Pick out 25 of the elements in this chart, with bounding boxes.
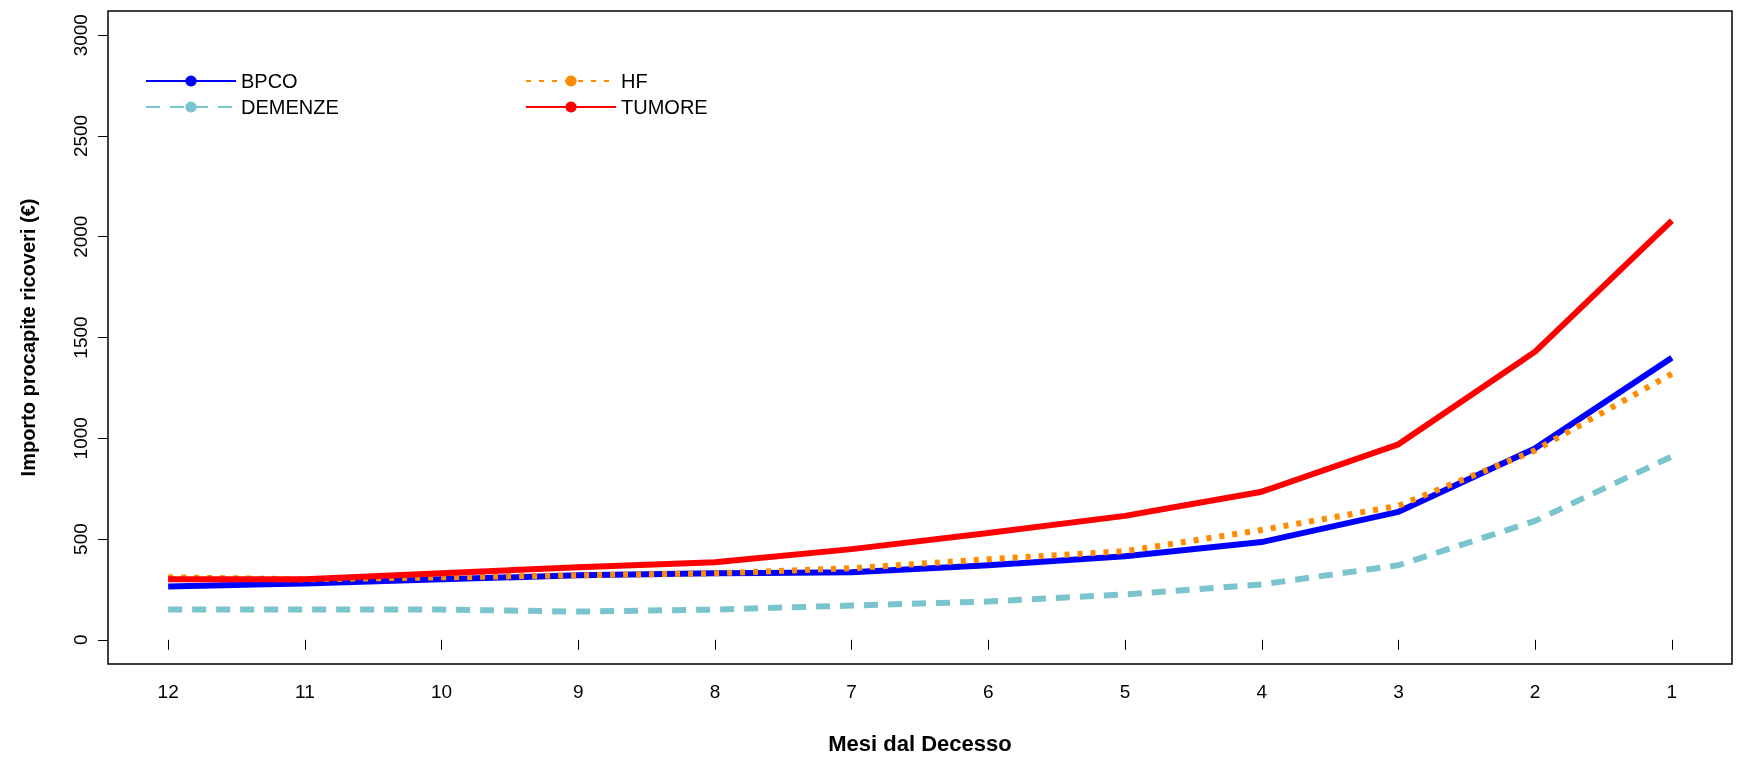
y-tick-label: 1500	[70, 316, 91, 359]
y-tick-label: 1000	[70, 417, 91, 460]
x-axis-title: Mesi dal Decesso	[828, 730, 1012, 756]
x-tick-label: 1	[1666, 681, 1678, 702]
x-tick-label: 6	[983, 681, 994, 702]
x-tick-label: 12	[157, 681, 179, 702]
x-tick-label: 3	[1393, 681, 1404, 702]
legend-label: BPCO	[241, 70, 298, 92]
x-tick-label: 11	[294, 681, 315, 702]
x-tick-label: 10	[430, 681, 453, 702]
y-tick-label: 2500	[70, 114, 91, 158]
y-tick-label: 3000	[70, 14, 91, 57]
y-tick-label: 0	[70, 634, 91, 646]
x-tick-label: 4	[1256, 681, 1268, 702]
x-tick-label: 9	[572, 681, 584, 702]
x-tick-label: 2	[1529, 681, 1541, 702]
legend-label: HF	[621, 70, 648, 92]
x-tick-label: 8	[709, 681, 721, 702]
legend-label: TUMORE	[621, 96, 708, 118]
y-axis-title: Importo procapite ricoveri (€)	[17, 198, 39, 477]
y-tick-label: 500	[70, 523, 91, 555]
x-tick-label: 7	[846, 681, 857, 702]
y-tick-label: 2000	[70, 215, 91, 258]
legend-label: DEMENZE	[241, 96, 339, 118]
x-tick-label: 5	[1119, 681, 1131, 702]
